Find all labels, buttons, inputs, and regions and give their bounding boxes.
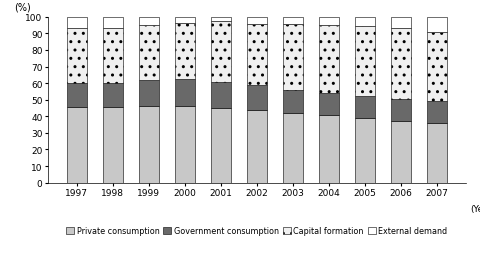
Bar <box>427 102 446 124</box>
Bar <box>427 124 446 183</box>
Bar <box>139 18 159 26</box>
Bar <box>355 119 375 183</box>
Bar <box>319 18 339 26</box>
Bar <box>211 22 231 83</box>
Bar <box>427 33 446 102</box>
Bar <box>355 97 375 119</box>
Y-axis label: (%): (%) <box>14 3 31 13</box>
Bar <box>103 18 123 29</box>
Bar <box>211 108 231 183</box>
Text: (Year): (Year) <box>470 204 480 213</box>
Bar <box>319 94 339 116</box>
Bar <box>247 86 267 111</box>
Bar <box>391 122 410 183</box>
Bar <box>103 84 123 107</box>
Bar <box>355 26 375 97</box>
Bar <box>283 113 303 183</box>
Bar <box>319 26 339 94</box>
Bar <box>211 18 231 22</box>
Bar <box>391 100 410 122</box>
Bar <box>283 18 303 25</box>
Bar <box>283 25 303 91</box>
Bar <box>283 91 303 113</box>
Bar <box>67 84 87 108</box>
Bar <box>175 106 195 183</box>
Bar <box>247 111 267 183</box>
Bar <box>211 83 231 108</box>
Bar <box>67 18 87 28</box>
Bar <box>175 80 195 106</box>
Bar <box>247 25 267 86</box>
Bar <box>355 18 375 26</box>
Bar <box>319 116 339 183</box>
Bar <box>67 108 87 183</box>
Bar <box>139 106 159 183</box>
Bar <box>139 81 159 106</box>
Bar <box>139 26 159 81</box>
Legend: Private consumption, Government consumption, Capital formation, External demand: Private consumption, Government consumpt… <box>63 223 451 239</box>
Bar <box>427 18 446 33</box>
Bar <box>175 18 195 24</box>
Bar <box>391 29 410 100</box>
Bar <box>103 107 123 183</box>
Bar <box>247 18 267 25</box>
Bar <box>175 24 195 80</box>
Bar <box>391 18 410 29</box>
Bar <box>103 29 123 84</box>
Bar <box>67 28 87 84</box>
